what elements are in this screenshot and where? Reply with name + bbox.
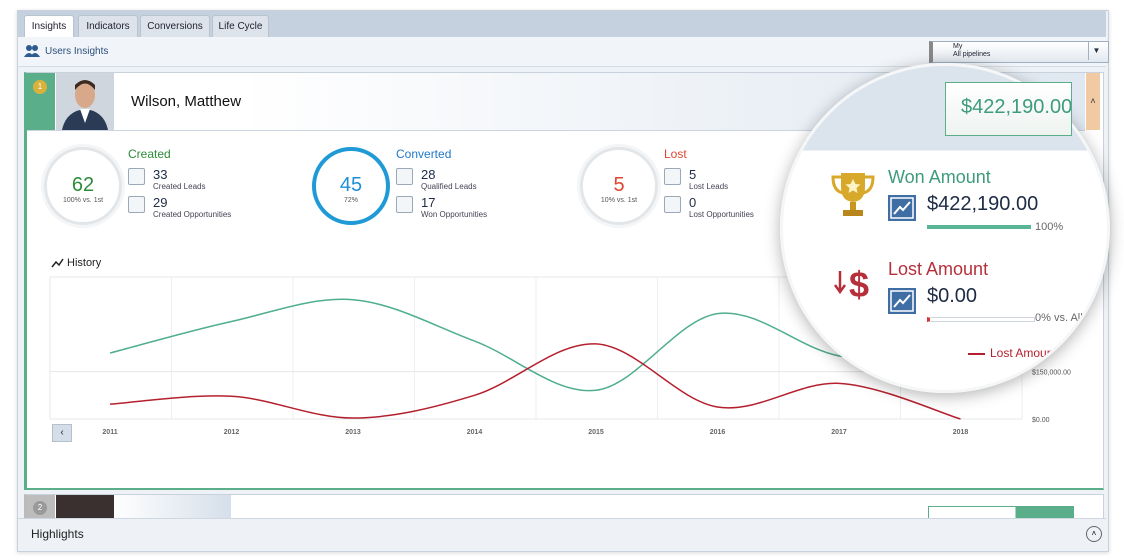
x-tick-label: 2011: [102, 429, 117, 436]
stat-value: 5: [689, 167, 697, 182]
stat-caption: 72%: [343, 197, 358, 204]
chart-prev[interactable]: ‹: [52, 424, 72, 442]
x-tick-label: 2014: [467, 429, 483, 436]
y-tick-label: $0.00: [1032, 417, 1050, 424]
collapse-button[interactable]: ˄: [1086, 73, 1100, 130]
stat-ring: [312, 147, 390, 225]
stat-icon: [664, 168, 681, 185]
stat-value: 0: [689, 195, 697, 210]
rank-badge: 1: [33, 80, 47, 94]
tab[interactable]: Conversions: [140, 15, 210, 38]
won-title: Won Amount: [888, 167, 991, 187]
stat-ring: [580, 147, 658, 225]
svg-text:$: $: [849, 264, 869, 305]
lost-bar: [927, 317, 1035, 322]
header-amount-text: $422,190.00: [961, 96, 1072, 118]
stat-label: Created Opportunities: [153, 210, 232, 219]
footer-toggle[interactable]: ˄: [1086, 526, 1102, 542]
toolbar: [18, 37, 1106, 67]
stat-value: 17: [421, 195, 436, 210]
x-tick-label: 2016: [710, 429, 726, 436]
y-tick-label: $150,000.00: [1032, 370, 1071, 377]
tab[interactable]: Life Cycle: [212, 15, 269, 38]
chart-icon: [888, 288, 916, 314]
stat-total: 45: [339, 174, 363, 196]
lost-amount: $0.00: [927, 285, 978, 307]
rank-badge: 2: [33, 501, 47, 515]
stat-label: Won Opportunities: [421, 210, 488, 219]
stat-value: 28: [421, 167, 436, 182]
series-line: [109, 343, 961, 420]
stat-value: 33: [153, 167, 168, 182]
x-tick-label: 2012: [224, 429, 240, 436]
x-tick-label: 2017: [831, 429, 847, 436]
series-line: [109, 298, 961, 392]
users-icon: [24, 45, 40, 57]
stat-icon: [664, 196, 681, 213]
lost-title: Lost Amount: [888, 259, 989, 279]
user-name: Wilson, Matthew: [131, 93, 242, 110]
avatar: [56, 73, 114, 130]
toolbar-title: Users Insights: [45, 46, 109, 57]
stat-label: Created Leads: [153, 182, 206, 191]
stat-icon: [128, 196, 145, 213]
stat-caption: 10% vs. 1st: [600, 197, 638, 204]
stat-title: Converted: [396, 147, 452, 161]
chart-title-icon: [51, 258, 64, 268]
tab[interactable]: Insights: [24, 15, 74, 38]
legend-line: [968, 353, 985, 355]
stat-caption: 100% vs. 1st: [62, 197, 104, 204]
lost-caption: 0% vs. All: [1035, 312, 1083, 324]
won-bar: [927, 225, 1031, 229]
pipeline-select[interactable]: [929, 41, 1109, 63]
chart-icon: [888, 195, 916, 221]
pipeline-name: All pipelines: [953, 51, 991, 58]
footer-title: Highlights: [31, 527, 84, 541]
tab[interactable]: Indicators: [78, 15, 138, 38]
x-tick-label: 2018: [953, 429, 969, 436]
won-amount: $422,190.00: [927, 193, 1039, 215]
stat-total: 62: [71, 174, 95, 196]
stat-title: Lost: [664, 147, 687, 161]
stat-total: 5: [613, 174, 625, 196]
stat-icon: [128, 168, 145, 185]
second-header: [113, 495, 231, 518]
lost-icon: $: [833, 264, 869, 305]
stat-value: 29: [153, 195, 168, 210]
dropdown-arrow[interactable]: ▼: [1088, 42, 1104, 60]
chart-title: History: [67, 257, 102, 269]
pipeline-owner: My: [953, 43, 963, 50]
stat-ring: [44, 147, 122, 225]
stat-label: Lost Leads: [689, 182, 729, 191]
won-percent: 100%: [1035, 221, 1064, 233]
stat-label: Lost Opportunities: [689, 210, 754, 219]
x-tick-label: 2015: [588, 429, 604, 436]
stat-icon: [396, 196, 413, 213]
avatar: [56, 495, 114, 518]
stat-icon: [396, 168, 413, 185]
legend-label: Lost Amount: [990, 346, 1057, 360]
footer: [18, 518, 1106, 551]
trophy-icon: [831, 173, 875, 216]
stat-label: Qualified Leads: [421, 182, 477, 191]
stat-title: Created: [128, 147, 171, 161]
header-amount: $422,190.00: [945, 82, 1072, 136]
x-tick-label: 2013: [345, 429, 361, 436]
